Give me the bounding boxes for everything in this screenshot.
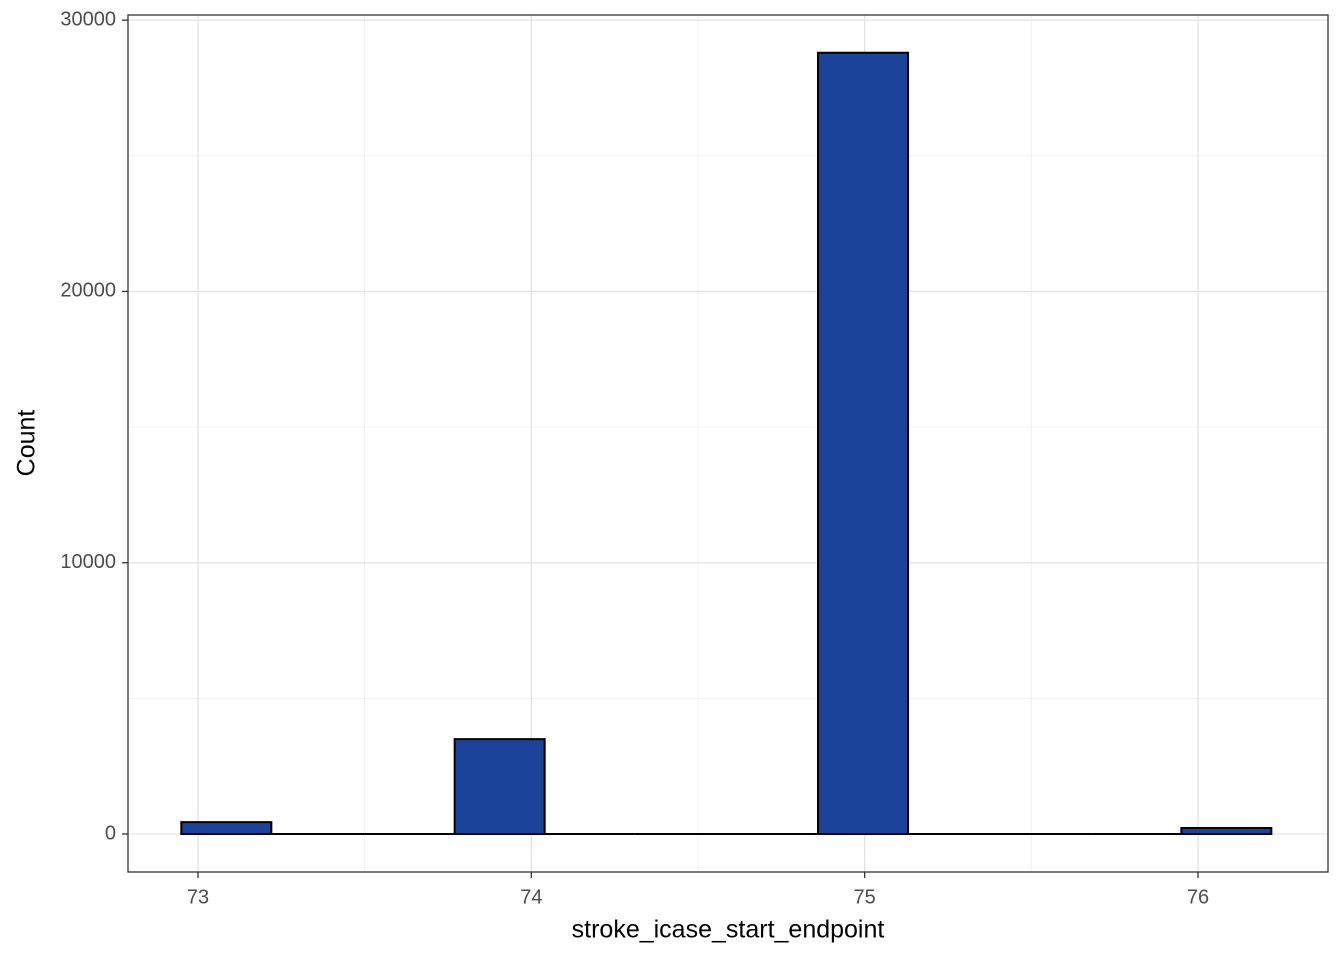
x-tick-label: 75: [854, 886, 876, 908]
y-axis-title: Count: [13, 410, 41, 477]
y-tick-label: 30000: [60, 8, 116, 30]
bar: [453, 738, 546, 836]
x-tick-label: 76: [1187, 886, 1209, 908]
bar: [1180, 827, 1273, 836]
bar: [817, 51, 909, 836]
panel-border: [127, 14, 1329, 873]
y-tick-label: 0: [105, 822, 116, 844]
x-tick-label: 74: [520, 886, 542, 908]
y-tick-label: 10000: [60, 551, 116, 573]
bar: [180, 821, 273, 836]
x-axis-title: stroke_icase_start_endpoint: [572, 916, 885, 944]
y-tick-label: 20000: [60, 280, 116, 302]
x-tick-label: 73: [187, 886, 209, 908]
